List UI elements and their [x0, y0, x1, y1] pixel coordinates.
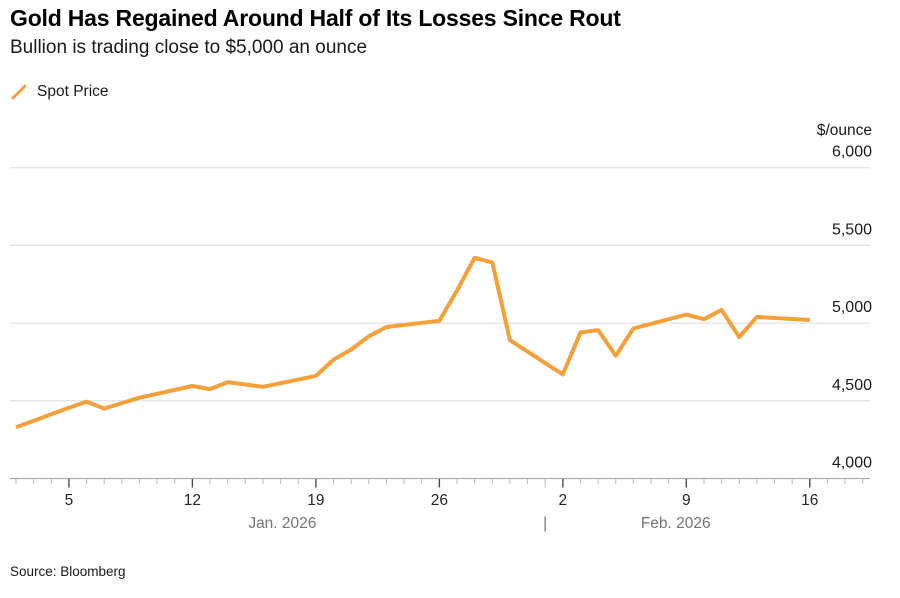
y-axis-unit: $/ounce — [817, 122, 872, 139]
chart-subtitle: Bullion is trading close to $5,000 an ou… — [10, 37, 368, 58]
y-tick-label: 4,500 — [832, 377, 872, 394]
x-tick-label: 9 — [682, 492, 691, 509]
y-tick-label: 6,000 — [832, 144, 872, 161]
y-tick-label: 5,000 — [832, 299, 872, 316]
x-tick-label: 5 — [65, 492, 74, 509]
y-tick-label: 4,000 — [832, 455, 872, 472]
x-axis-ticks — [15, 479, 864, 488]
y-axis-labels: 4,000 4,500 5,000 5,500 6,000 — [832, 144, 872, 472]
x-axis-month-labels: Jan. 2026 Feb. 2026 | — [248, 515, 710, 532]
legend: Spot Price — [10, 83, 109, 101]
x-axis-labels: 5 12 19 26 2 9 16 — [65, 492, 819, 509]
legend-label: Spot Price — [37, 83, 109, 100]
y-gridlines — [10, 167, 870, 402]
month-label: Feb. 2026 — [641, 515, 711, 532]
x-tick-label: 16 — [801, 492, 818, 509]
x-tick-label: 2 — [559, 492, 568, 509]
y-tick-label: 5,500 — [832, 221, 872, 238]
spot-price-line — [15, 255, 810, 430]
x-tick-label: 12 — [184, 492, 201, 509]
chart-title: Gold Has Regained Around Half of Its Los… — [10, 5, 621, 31]
source-attribution: Source: Bloomberg — [10, 564, 126, 579]
month-separator: | — [543, 515, 547, 532]
spot-price-legend-marker-icon — [11, 84, 27, 100]
x-tick-label: 19 — [307, 492, 324, 509]
x-tick-label: 26 — [431, 492, 448, 509]
month-label: Jan. 2026 — [248, 515, 316, 532]
